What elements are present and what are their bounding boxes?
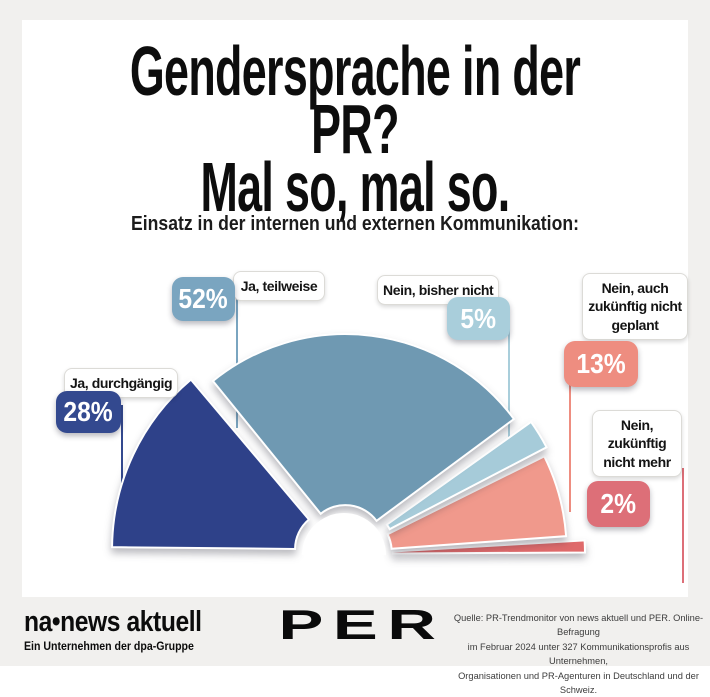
percent-badge-nein-auch-zukuenftig-nicht-geplant: 13%: [564, 341, 638, 387]
label-nein-bisher-nicht: Nein, bisher nicht: [377, 275, 499, 306]
percent-value: 13%: [576, 348, 626, 379]
percent-badge-nein-bisher-nicht: 5%: [447, 297, 510, 340]
percent-value: 2%: [600, 488, 637, 519]
source-line-1: Quelle: PR-Trendmonitor von news aktuell…: [453, 613, 704, 638]
percent-badge-ja-durchgaengig: 28%: [56, 391, 121, 433]
label-ja-teilweise: Ja, teilweise: [233, 271, 325, 302]
gauge-chart: [111, 298, 684, 583]
label-nein-auch-zukuenftig-nicht-geplant: Nein, auch zukünftig nicht geplant: [582, 273, 688, 341]
gauge-segment: [385, 420, 548, 531]
gauge-segment: [111, 378, 311, 550]
subtitle: Einsatz in der internen und externen Kom…: [131, 213, 579, 235]
label-nein-zukuenftig-nicht-mehr: Nein, zukünftig nicht mehr: [592, 410, 682, 478]
percent-badge-ja-teilweise: 52%: [172, 277, 235, 321]
source-line-2: im Februar 2024 unter 327 Kommunikations…: [467, 641, 690, 667]
title-line-1: Gendersprache in der PR?: [129, 32, 581, 168]
news-aktuell-tagline: Ein Unternehmen der dpa-Gruppe: [24, 641, 194, 653]
gauge-center-notch: [302, 513, 386, 555]
gauge-segment: [211, 333, 516, 523]
gauge-segment: [386, 454, 568, 550]
percent-badge-nein-zukuenftig-nicht-mehr: 2%: [587, 481, 650, 527]
gauge-segment: [391, 539, 586, 555]
news-aktuell-logo: na•news aktuell: [24, 606, 202, 638]
title-line-2: Mal so, mal so.: [200, 148, 510, 226]
source-line-3: Organisationen und PR-Agenturen in Deuts…: [458, 670, 699, 696]
percent-value: 28%: [63, 396, 114, 427]
percent-value: 52%: [178, 283, 229, 314]
percent-value: 5%: [460, 302, 497, 334]
per-logo: PER: [278, 601, 446, 648]
page-title: Gendersprache in der PR? Mal so, mal so.: [128, 36, 582, 222]
